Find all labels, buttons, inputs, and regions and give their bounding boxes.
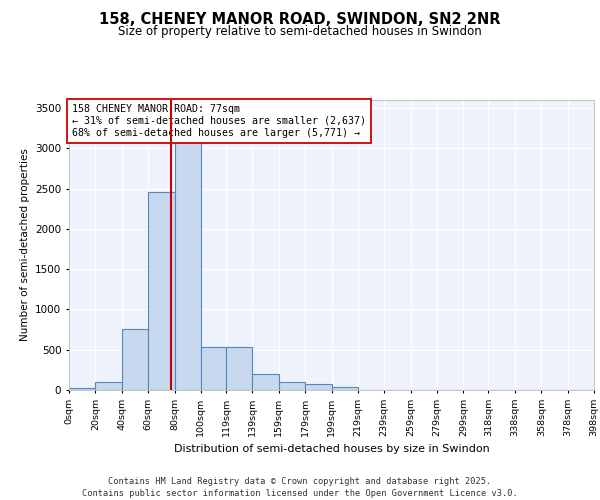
X-axis label: Distribution of semi-detached houses by size in Swindon: Distribution of semi-detached houses by … [173,444,490,454]
Y-axis label: Number of semi-detached properties: Number of semi-detached properties [20,148,29,342]
Bar [175,124,201,390]
Text: 158, CHENEY MANOR ROAD, SWINDON, SN2 2NR: 158, CHENEY MANOR ROAD, SWINDON, SN2 2NR [99,12,501,28]
Bar [279,382,305,390]
Bar [95,382,122,390]
Bar [331,387,358,390]
Bar [305,384,331,390]
Text: 158 CHENEY MANOR ROAD: 77sqm
← 31% of semi-detached houses are smaller (2,637)
6: 158 CHENEY MANOR ROAD: 77sqm ← 31% of se… [71,104,365,138]
Bar [122,329,148,390]
Bar [253,374,279,390]
Bar [226,348,253,390]
Bar [201,348,226,390]
Text: Size of property relative to semi-detached houses in Swindon: Size of property relative to semi-detach… [118,25,482,38]
Text: Contains HM Land Registry data © Crown copyright and database right 2025.
Contai: Contains HM Land Registry data © Crown c… [82,476,518,498]
Bar [148,192,175,390]
Bar [69,388,95,390]
